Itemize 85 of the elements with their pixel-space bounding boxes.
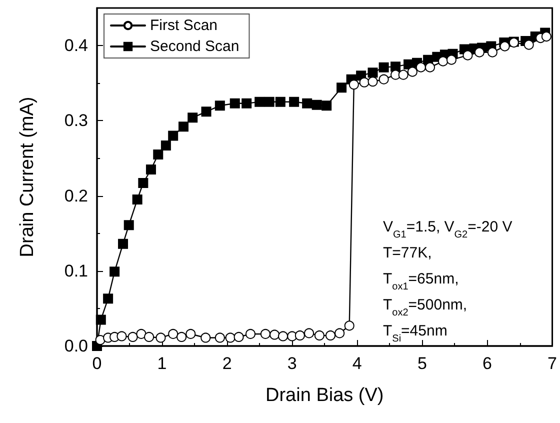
point	[438, 56, 448, 66]
point	[541, 32, 552, 42]
point	[446, 54, 456, 65]
point	[200, 332, 211, 343]
point	[425, 62, 435, 72]
x-tick-label: 7	[548, 354, 558, 373]
point	[278, 331, 288, 342]
point	[186, 328, 196, 339]
point	[312, 100, 322, 110]
point	[110, 266, 120, 277]
point	[275, 96, 286, 107]
point	[116, 331, 127, 342]
y-tick-label: 0.3	[64, 111, 88, 130]
point	[160, 140, 171, 150]
point	[359, 77, 370, 88]
point	[201, 106, 212, 117]
point	[322, 100, 332, 111]
point	[156, 332, 166, 343]
point	[474, 47, 484, 58]
point	[390, 62, 401, 72]
point	[326, 330, 336, 340]
point	[416, 62, 426, 72]
point	[234, 332, 244, 342]
point	[378, 62, 389, 72]
legend-label: Second Scan	[150, 38, 240, 55]
point	[270, 330, 280, 340]
point	[462, 50, 473, 60]
point	[304, 328, 314, 338]
point	[378, 74, 389, 84]
legend-label: First Scan	[150, 17, 218, 34]
x-tick-label: 2	[222, 354, 232, 373]
x-tick-label: 1	[157, 354, 167, 373]
point	[294, 330, 305, 340]
point	[254, 96, 265, 107]
x-tick-label: 3	[287, 354, 297, 373]
point	[128, 332, 138, 342]
y-axis-title: Drain Current (mA)	[17, 96, 38, 258]
point	[242, 98, 252, 108]
point	[214, 332, 225, 343]
point	[132, 194, 142, 205]
point	[176, 332, 187, 342]
x-tick-label: 4	[352, 354, 362, 373]
point	[144, 332, 154, 342]
y-tick-label: 0.4	[64, 36, 88, 56]
point	[368, 68, 378, 78]
point	[302, 98, 312, 108]
annotation: T=77K,	[383, 244, 432, 262]
point	[168, 328, 178, 339]
point	[524, 40, 534, 50]
point	[390, 70, 401, 80]
x-axis-title: Drain Bias (V)	[266, 385, 384, 406]
point	[348, 80, 359, 90]
y-tick-label: 0.2	[64, 186, 88, 206]
point	[138, 178, 148, 188]
x-tick-label: 0	[92, 354, 102, 373]
point	[336, 82, 347, 93]
y-tick-label: 0.1	[64, 261, 88, 280]
point	[136, 328, 146, 339]
point	[368, 76, 378, 87]
point	[225, 332, 236, 343]
point	[153, 149, 164, 160]
point	[407, 66, 418, 77]
point	[334, 328, 345, 338]
point	[214, 100, 225, 111]
point	[146, 164, 156, 174]
point	[118, 238, 128, 249]
point	[344, 320, 354, 331]
point	[487, 47, 498, 58]
point	[96, 314, 106, 325]
point	[168, 130, 178, 141]
point	[188, 112, 198, 123]
point	[314, 330, 324, 340]
x-tick-label: 6	[482, 354, 492, 373]
point	[124, 220, 134, 230]
point	[178, 122, 188, 132]
point	[246, 328, 256, 339]
point	[230, 98, 240, 108]
point	[264, 96, 274, 107]
point	[260, 328, 270, 339]
point	[500, 41, 510, 52]
point	[398, 70, 408, 80]
point	[289, 96, 300, 107]
point	[103, 294, 114, 304]
y-tick-label: 0.0	[64, 336, 88, 356]
x-tick-label: 5	[417, 354, 427, 373]
